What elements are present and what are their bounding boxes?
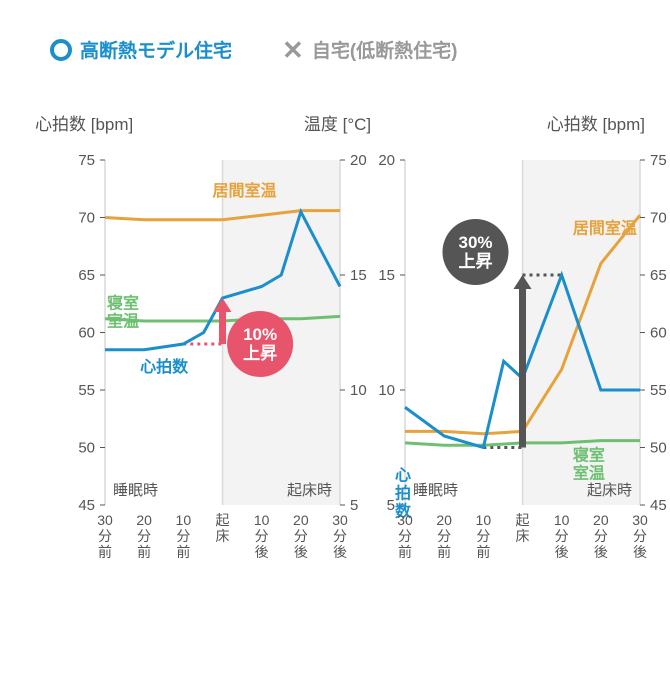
- x-tick: 10分前: [476, 512, 492, 560]
- bpm-tick: 70: [650, 210, 667, 227]
- temp-tick: 20: [378, 155, 395, 169]
- x-icon: ✕: [282, 37, 304, 63]
- circle-icon: [50, 39, 72, 61]
- temp-tick: 10: [378, 382, 395, 399]
- series-label: 寝室室温: [573, 446, 605, 483]
- legend-row: 高断熱モデル住宅 ✕ 自宅(低断熱住宅): [50, 36, 457, 63]
- bpm-tick: 65: [78, 267, 95, 284]
- chart-svg: 455055606570755101520居間室温寝室室温心拍数30%上昇睡眠時…: [370, 155, 670, 580]
- bpm-tick: 60: [650, 325, 667, 342]
- legend-low-insulation: ✕ 自宅(低断熱住宅): [282, 36, 457, 63]
- temp-tick: 15: [350, 267, 367, 284]
- bpm-tick: 65: [650, 267, 667, 284]
- bpm-tick: 55: [78, 382, 95, 399]
- bpm-tick: 45: [78, 497, 95, 514]
- series-label: 居間室温: [213, 181, 277, 200]
- temp-tick: 5: [350, 497, 358, 514]
- bpm-tick: 60: [78, 325, 95, 342]
- legend-high-insulation: 高断熱モデル住宅: [50, 36, 232, 63]
- bpm-tick: 75: [78, 155, 95, 169]
- x-tick: 起床: [216, 512, 230, 544]
- phase-sleep-label: 睡眠時: [413, 482, 458, 499]
- x-tick: 20分後: [593, 512, 609, 560]
- axis-title-bpm-left: 心拍数 [bpm]: [35, 110, 133, 135]
- temp-tick: 5: [387, 497, 395, 514]
- chart-left: 45 50 55 60 65 70 75 5 10 15 20 居間室温寝室室温心拍数 10%上昇睡眠時…: [70, 155, 375, 580]
- axis-title-temp: 温度 [°C]: [275, 110, 400, 135]
- x-tick: 10分後: [554, 512, 570, 560]
- x-tick: 起床: [516, 512, 530, 544]
- bpm-tick: 45: [650, 497, 667, 514]
- series-label: 居間室温: [573, 219, 637, 238]
- bpm-tick: 70: [78, 210, 95, 227]
- bpm-tick: 55: [650, 382, 667, 399]
- x-tick: 30分前: [397, 512, 413, 560]
- phase-wake-label: 起床時: [587, 482, 632, 499]
- chart-svg: 45 50 55 60 65 70 75 5 10 15 20 居間室温寝室室温心拍数 10%上昇睡眠時…: [70, 155, 375, 580]
- temp-tick: 10: [350, 382, 367, 399]
- x-tick: 30分後: [632, 512, 648, 560]
- rise-badge-text: 10%上昇: [243, 325, 277, 363]
- legend-label: 高断熱モデル住宅: [80, 36, 232, 63]
- chart-right: 455055606570755101520居間室温寝室室温心拍数30%上昇睡眠時…: [370, 155, 670, 580]
- axis-title-bpm-right: 心拍数 [bpm]: [525, 110, 645, 135]
- x-tick: 10分後: [254, 512, 270, 560]
- phase-wake-label: 起床時: [287, 482, 332, 499]
- temp-tick: 15: [378, 267, 395, 284]
- series-label: 心拍数: [140, 357, 189, 376]
- bpm-tick: 75: [650, 155, 667, 169]
- legend-label: 自宅(低断熱住宅): [312, 36, 458, 63]
- x-tick: 10分前: [176, 512, 192, 560]
- x-tick: 20分前: [436, 512, 452, 560]
- bpm-tick: 50: [650, 440, 667, 457]
- temp-tick: 20: [350, 155, 367, 169]
- phase-sleep-label: 睡眠時: [113, 482, 158, 499]
- bpm-tick: 50: [78, 440, 95, 457]
- x-tick: 30分後: [332, 512, 348, 560]
- x-tick: 20分前: [136, 512, 152, 560]
- series-label: 寝室室温: [107, 294, 139, 331]
- rise-badge-text: 30%上昇: [458, 233, 492, 271]
- x-tick: 30分前: [97, 512, 113, 560]
- x-tick: 20分後: [293, 512, 309, 560]
